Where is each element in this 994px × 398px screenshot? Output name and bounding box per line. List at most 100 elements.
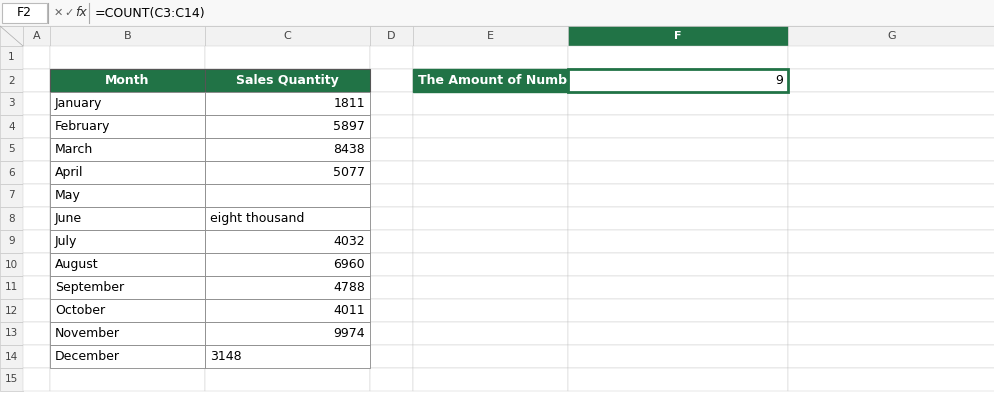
Bar [413, 253, 568, 276]
Text: =COUNT(C3:C14): =COUNT(C3:C14) [94, 6, 206, 20]
Bar [413, 69, 568, 92]
Bar [205, 322, 370, 345]
Bar [370, 69, 413, 92]
Bar [50, 345, 205, 368]
Bar [568, 69, 787, 92]
Text: July: July [55, 235, 78, 248]
Bar [370, 184, 413, 207]
Bar [205, 299, 370, 322]
Bar [50, 207, 205, 230]
Bar [205, 322, 370, 345]
Bar [568, 46, 787, 69]
Bar [205, 138, 370, 161]
Text: 6960: 6960 [333, 258, 365, 271]
Bar [370, 322, 413, 345]
Text: 12: 12 [5, 306, 18, 316]
Bar [370, 368, 413, 391]
Bar [568, 115, 787, 138]
Text: D: D [387, 31, 396, 41]
Text: 4032: 4032 [333, 235, 365, 248]
Bar [787, 368, 994, 391]
Bar [205, 207, 370, 230]
Bar [50, 230, 205, 253]
Text: ✓: ✓ [65, 8, 74, 18]
Bar [0, 26, 23, 46]
Text: F: F [674, 31, 681, 41]
Bar [50, 46, 205, 69]
Bar [370, 138, 413, 161]
Bar [0, 299, 23, 322]
Bar [23, 276, 50, 299]
Text: 5077: 5077 [333, 166, 365, 179]
Bar [23, 69, 50, 92]
Text: September: September [55, 281, 124, 294]
Bar [50, 230, 205, 253]
Bar [50, 184, 205, 207]
Bar [568, 207, 787, 230]
Text: 9974: 9974 [333, 327, 365, 340]
Text: 8438: 8438 [333, 143, 365, 156]
Bar [0, 92, 23, 115]
Text: 5: 5 [8, 144, 15, 154]
Text: October: October [55, 304, 105, 317]
Text: December: December [55, 350, 120, 363]
Bar [50, 368, 205, 391]
Bar [205, 161, 370, 184]
Bar [23, 368, 50, 391]
Bar [787, 253, 994, 276]
Text: G: G [887, 31, 895, 41]
Text: 3: 3 [8, 98, 15, 109]
Bar [0, 276, 23, 299]
Text: eight thousand: eight thousand [210, 212, 304, 225]
Bar [787, 161, 994, 184]
Bar [568, 276, 787, 299]
Bar [0, 0, 994, 26]
Bar [50, 69, 205, 92]
Bar [205, 115, 370, 138]
Bar [50, 161, 205, 184]
Bar [23, 207, 50, 230]
Bar [0, 138, 23, 161]
Bar [0, 230, 23, 253]
Bar [568, 368, 787, 391]
Bar [787, 299, 994, 322]
Bar [568, 345, 787, 368]
Text: 15: 15 [5, 375, 18, 384]
Bar [205, 253, 370, 276]
Bar [23, 184, 50, 207]
Bar [23, 253, 50, 276]
Bar [568, 92, 787, 115]
Bar [0, 322, 23, 345]
Text: fx: fx [76, 6, 86, 20]
Text: 6: 6 [8, 168, 15, 178]
Bar [23, 92, 50, 115]
Bar [205, 138, 370, 161]
Text: 10: 10 [5, 259, 18, 269]
Bar [787, 92, 994, 115]
Bar [370, 92, 413, 115]
Bar [0, 46, 23, 69]
Bar [50, 253, 205, 276]
Bar [23, 345, 50, 368]
Bar [568, 230, 787, 253]
Bar [23, 26, 50, 46]
Text: 5897: 5897 [333, 120, 365, 133]
Bar [205, 26, 370, 46]
Bar [50, 92, 205, 115]
Bar [787, 69, 994, 92]
Bar [205, 115, 370, 138]
Text: 4788: 4788 [333, 281, 365, 294]
Bar [413, 92, 568, 115]
Text: 7: 7 [8, 191, 15, 201]
Bar [50, 345, 205, 368]
Bar [370, 26, 413, 46]
Bar [787, 276, 994, 299]
Bar [23, 322, 50, 345]
Bar [205, 69, 370, 92]
Bar [370, 115, 413, 138]
Text: ✕: ✕ [54, 8, 63, 18]
Bar [205, 253, 370, 276]
Bar [787, 184, 994, 207]
Bar [23, 230, 50, 253]
Text: B: B [123, 31, 131, 41]
